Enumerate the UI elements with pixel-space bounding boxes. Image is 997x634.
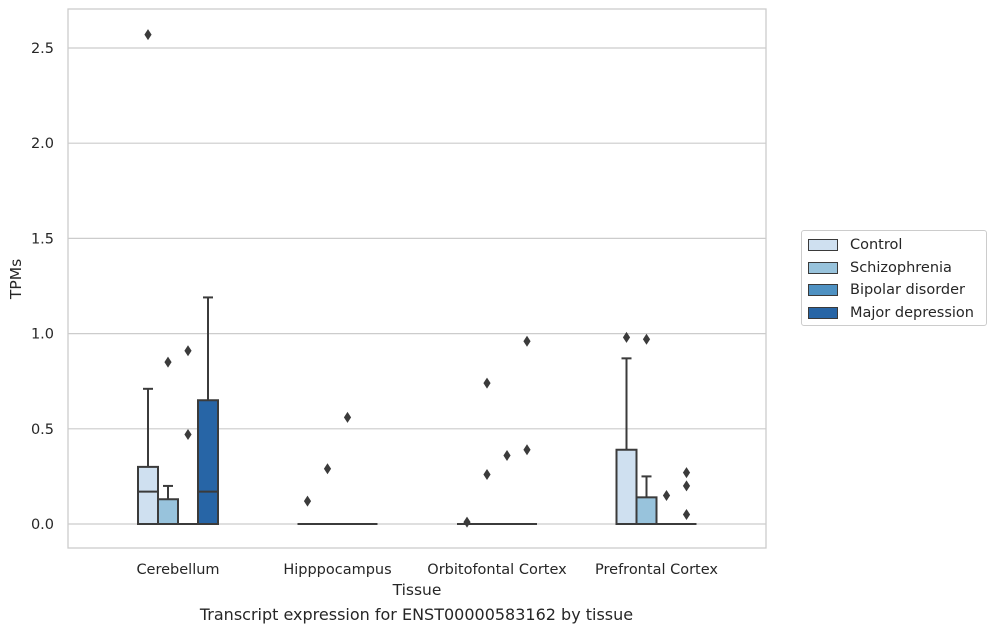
box-control xyxy=(457,516,477,528)
box-major-depression xyxy=(676,467,697,525)
box-schizophrenia xyxy=(157,356,179,525)
legend-swatch xyxy=(808,284,838,296)
y-tick-label: 2.5 xyxy=(31,41,54,57)
box-bipolar-disorder xyxy=(497,449,517,525)
outlier-point xyxy=(662,489,671,501)
legend-item: Bipolar disorder xyxy=(808,280,965,300)
outlier-point xyxy=(303,495,312,507)
legend-swatch xyxy=(808,261,838,274)
box-schizophrenia xyxy=(317,463,338,525)
y-tick-label: 0.5 xyxy=(31,422,54,438)
plot-area-frame xyxy=(67,8,767,549)
box-iqr xyxy=(197,399,219,525)
y-axis-title: TPMs xyxy=(7,259,25,300)
box-major-depression xyxy=(197,296,219,525)
box-iqr xyxy=(615,448,638,525)
legend-label: Control xyxy=(850,237,903,253)
outlier-point xyxy=(483,377,491,389)
outlier-point xyxy=(164,356,172,368)
box-bipolar-disorder xyxy=(656,489,677,525)
box-layer xyxy=(137,29,697,528)
outlier-point xyxy=(184,429,192,441)
box-iqr xyxy=(635,496,658,525)
legend-label: Major depression xyxy=(850,304,974,321)
x-tick-label: Cerebellum xyxy=(136,562,219,578)
x-axis-title: Tissue xyxy=(392,581,442,599)
box-iqr xyxy=(157,498,179,525)
y-tick-label: 2.0 xyxy=(31,136,54,152)
box-schizophrenia xyxy=(635,333,658,525)
y-tick-label: 0.0 xyxy=(31,517,54,533)
x-tick-label: Orbitofontal Cortex xyxy=(427,562,567,578)
outlier-point xyxy=(642,333,651,345)
x-tick-label: Prefrontal Cortex xyxy=(595,562,718,578)
y-tick-labels: 0.0 0.5 1.0 1.5 2.0 2.5 xyxy=(31,41,54,533)
x-tick-label: Hipppocampus xyxy=(283,562,391,578)
x-tick-labels: Cerebellum Hipppocampus Orbitofontal Corte… xyxy=(136,562,718,578)
legend-item: Control xyxy=(808,235,902,255)
legend-label: Schizophrenia xyxy=(850,259,952,276)
outlier-point xyxy=(343,411,352,423)
box-control xyxy=(615,331,638,525)
box-control xyxy=(137,29,159,526)
outlier-point xyxy=(682,467,691,479)
legend-swatch xyxy=(808,306,838,319)
outlier-point xyxy=(483,468,491,480)
box-iqr xyxy=(137,465,159,526)
outlier-point xyxy=(622,331,631,343)
outlier-point xyxy=(323,463,332,475)
box-bipolar-disorder xyxy=(337,411,358,525)
box-schizophrenia xyxy=(477,377,497,525)
box-major-depression xyxy=(517,335,537,525)
y-tick-label: 1.0 xyxy=(31,327,54,343)
outlier-point xyxy=(503,449,511,461)
outlier-point xyxy=(463,516,471,528)
legend: Control Schizophrenia Bipolar disorder Majo… xyxy=(801,230,987,326)
y-tick-label: 1.5 xyxy=(31,231,54,247)
outlier-point xyxy=(144,29,152,41)
outlier-point xyxy=(682,508,691,520)
outlier-point xyxy=(682,480,691,492)
outlier-point xyxy=(184,345,192,357)
figure-caption: Transcript expression for ENST0000058316… xyxy=(199,605,634,624)
gridlines xyxy=(68,47,766,525)
outlier-point xyxy=(523,335,531,347)
box-bipolar-disorder xyxy=(178,345,198,525)
outlier-point xyxy=(523,444,531,456)
legend-label: Bipolar disorder xyxy=(850,282,965,298)
legend-item: Schizophrenia xyxy=(808,258,952,278)
legend-item: Major depression xyxy=(808,303,974,323)
box-control xyxy=(297,495,318,525)
legend-swatch xyxy=(808,239,838,251)
